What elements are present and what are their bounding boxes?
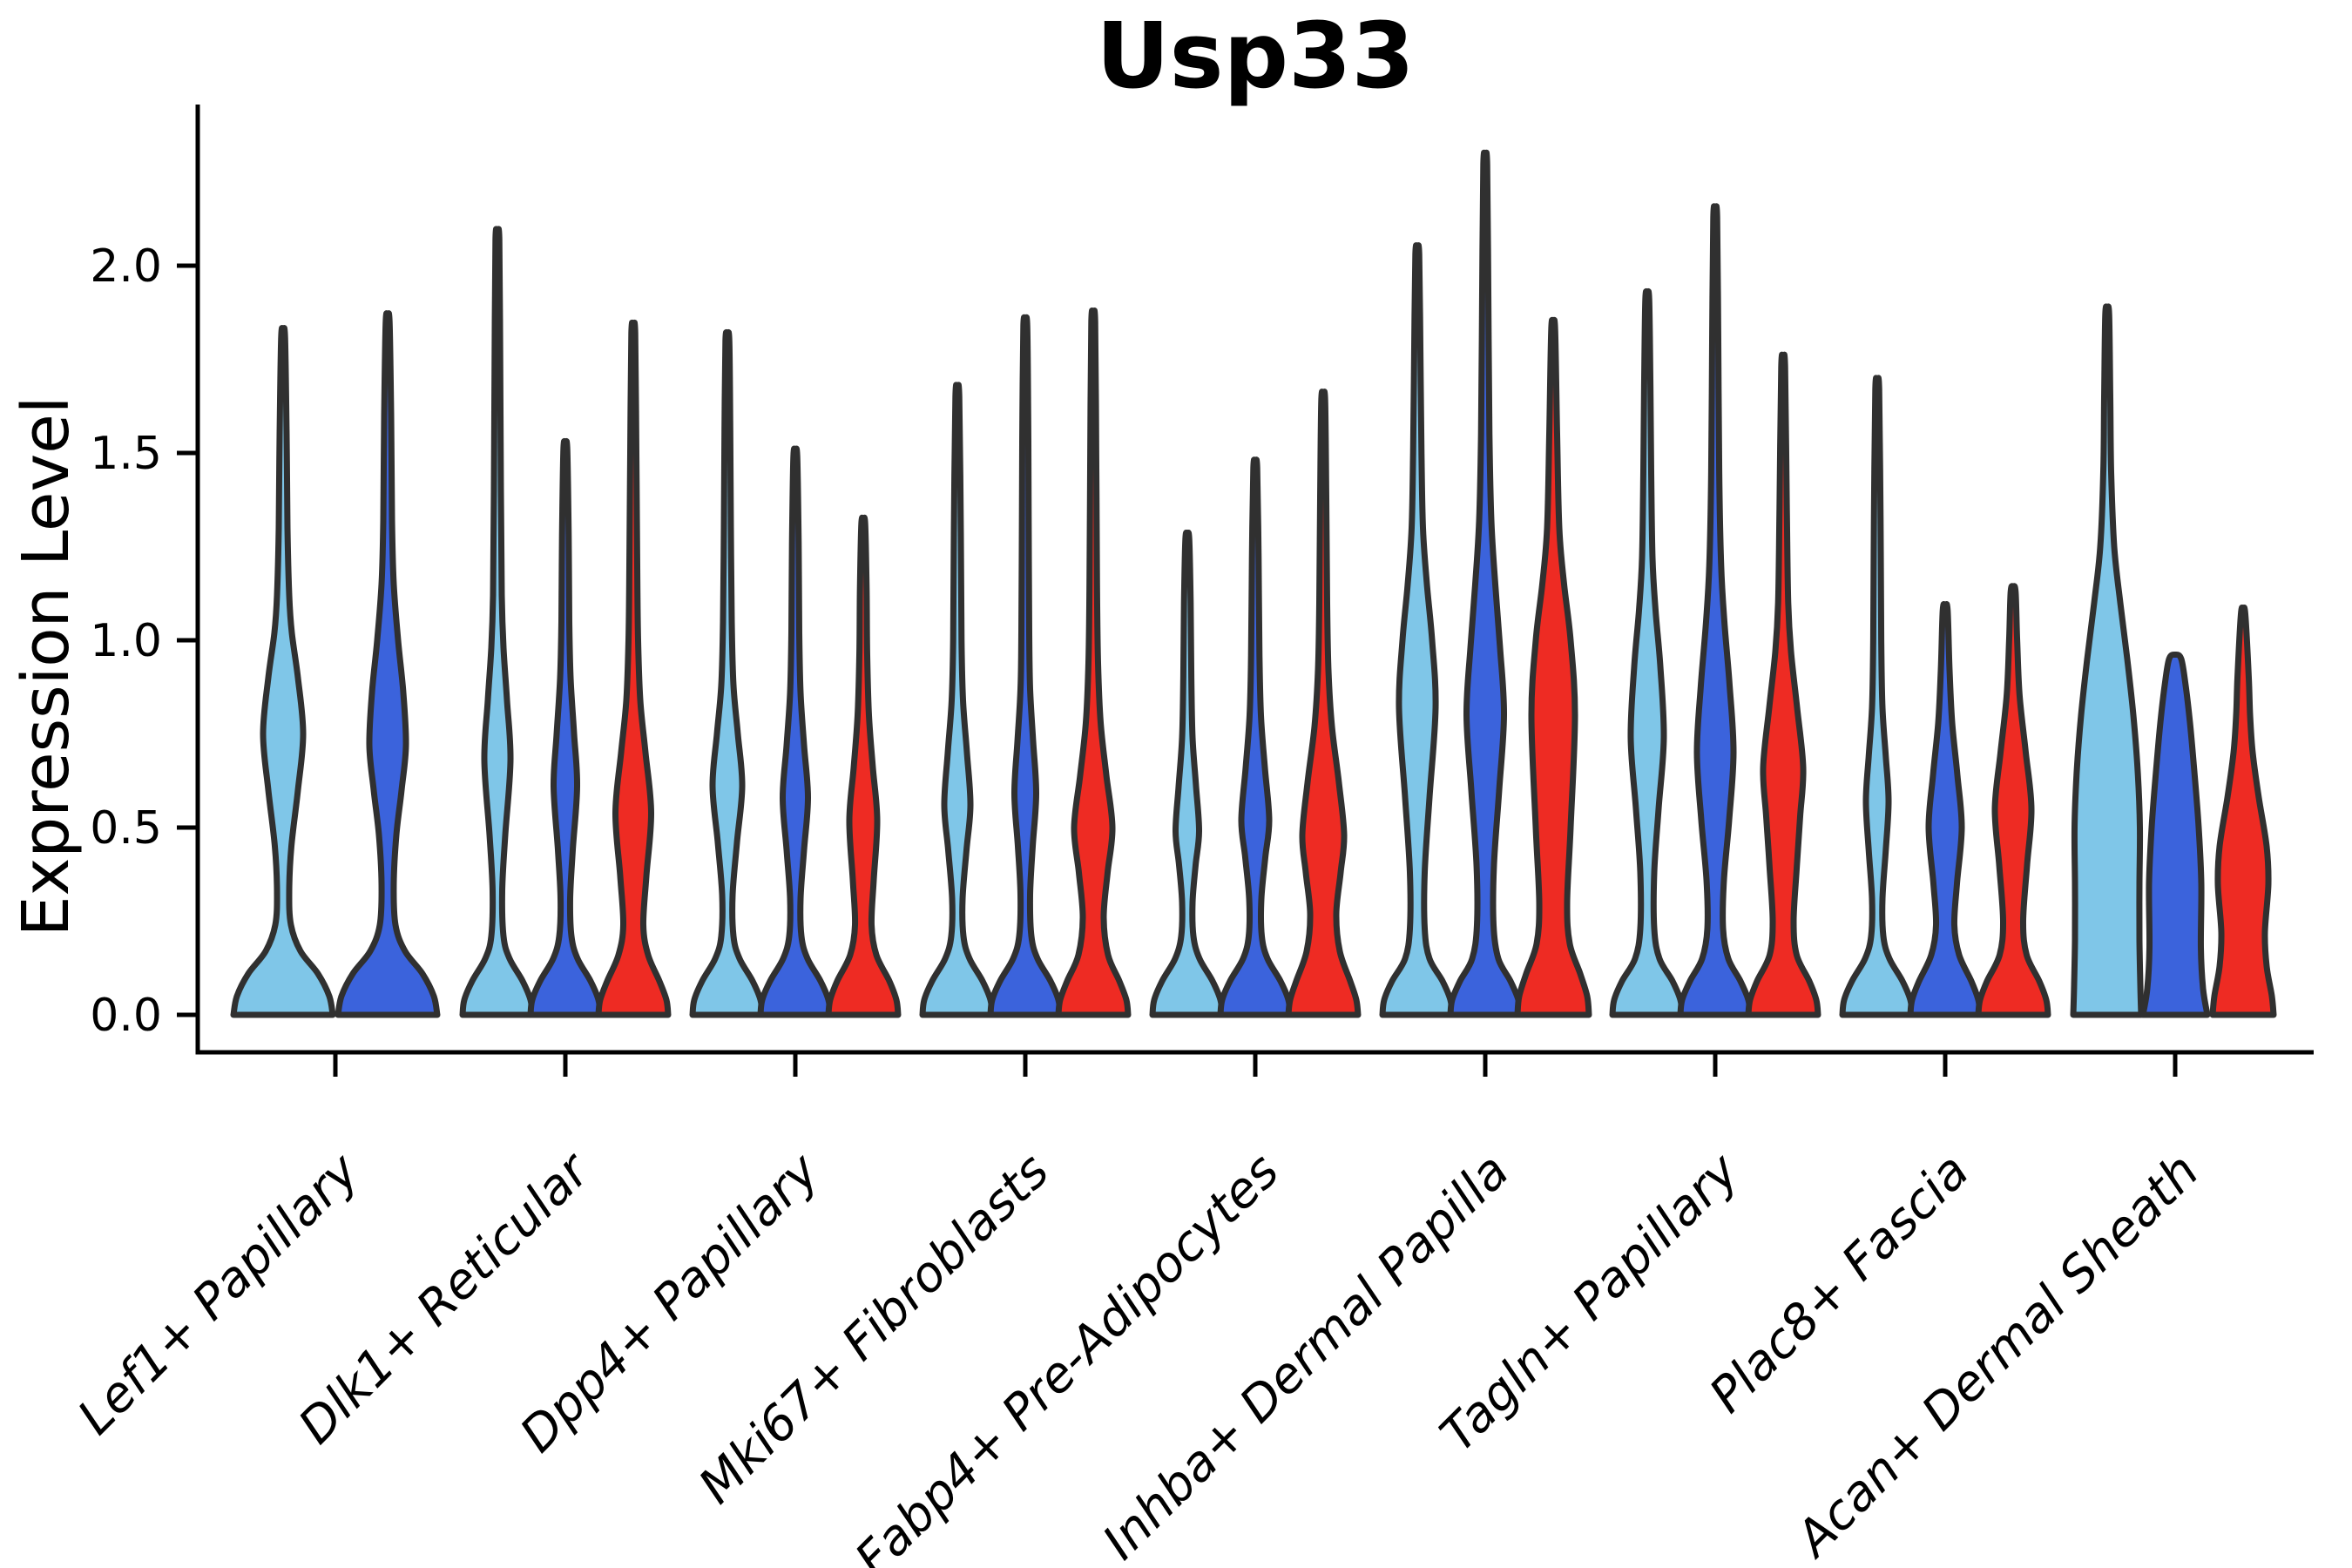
violin-mki67-fibroblasts-red — [1055, 308, 1132, 1018]
violin-dlk1-reticular-red — [595, 319, 672, 1018]
y-tick-label-1.5: 1.5 — [90, 428, 162, 480]
y-tick-label-1.0: 1.0 — [90, 615, 162, 667]
y-tick-label-0.0: 0.0 — [90, 990, 162, 1042]
violin-acan-dermal-sheath-light_blue — [2070, 303, 2145, 1018]
violin-lef1-papillary-dark_blue — [335, 310, 441, 1018]
violin-acan-dermal-sheath-red — [2209, 605, 2277, 1018]
violin-plac8-fascia-dark_blue — [1907, 600, 1984, 1018]
axes — [177, 105, 2314, 1077]
chart-title: Usp33 — [1096, 3, 1415, 109]
violin-fabp4-pre-adipocytes-dark_blue — [1217, 456, 1294, 1018]
violin-mki67-fibroblasts-light_blue — [919, 382, 996, 1018]
violin-dpp4-papillary-red — [825, 514, 902, 1018]
y-tick-label-2.0: 2.0 — [90, 240, 162, 293]
violin-mki67-fibroblasts-dark_blue — [987, 314, 1064, 1018]
violins-layer — [230, 149, 2277, 1018]
x-tick-label-acan-dermal-sheath: Acan+ Dermal Sheath — [1784, 1143, 2210, 1568]
violin-plac8-fascia-light_blue — [1839, 375, 1916, 1018]
violin-dpp4-papillary-light_blue — [689, 329, 766, 1018]
violin-fabp4-pre-adipocytes-red — [1285, 389, 1362, 1018]
violin-tagln-papillary-light_blue — [1609, 288, 1686, 1018]
x-tick-label-fabp4-pre-adipocytes: Fabp4+ Pre-Adipocytes — [845, 1143, 1290, 1568]
y-axis-label: Expression Level — [9, 396, 84, 937]
violin-tagln-papillary-dark_blue — [1677, 203, 1754, 1018]
violin-plac8-fascia-red — [1975, 583, 2051, 1018]
violin-inhba-dermal-papilla-red — [1514, 316, 1592, 1018]
violin-dpp4-papillary-dark_blue — [757, 445, 834, 1018]
y-tick-labels: 0.0 0.5 1.0 1.5 2.0 — [90, 240, 162, 1042]
violin-acan-dermal-sheath-dark_blue — [2139, 651, 2211, 1018]
violin-lef1-papillary-light_blue — [230, 325, 336, 1018]
violin-inhba-dermal-papilla-dark_blue — [1447, 149, 1524, 1018]
violin-inhba-dermal-papilla-light_blue — [1379, 242, 1456, 1018]
x-tick-label-inhba-dermal-papilla: Inhba+ Dermal Papilla — [1092, 1143, 1520, 1568]
violin-dlk1-reticular-dark_blue — [527, 438, 604, 1018]
violin-dlk1-reticular-light_blue — [459, 226, 536, 1018]
violin-tagln-papillary-red — [1745, 351, 1821, 1018]
y-tick-label-0.5: 0.5 — [90, 802, 162, 855]
violin-fabp4-pre-adipocytes-light_blue — [1149, 530, 1226, 1018]
